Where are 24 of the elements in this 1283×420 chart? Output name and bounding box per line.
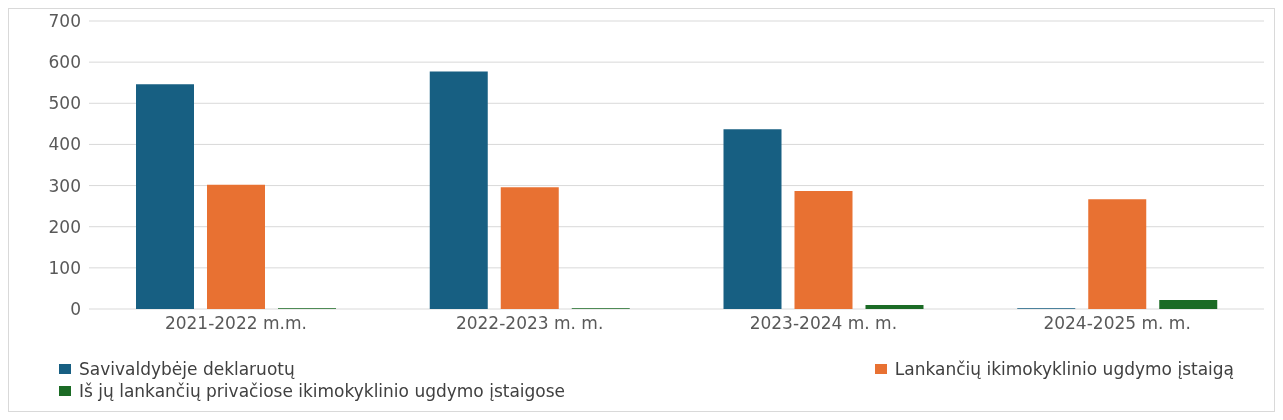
x-tick-label: 2024-2025 m. m. [1043, 313, 1191, 334]
bar [865, 304, 924, 309]
bar [794, 190, 853, 309]
bar [136, 84, 194, 309]
y-tick-label: 100 [48, 257, 81, 278]
bar [207, 184, 265, 309]
y-tick-label: 600 [48, 52, 81, 73]
y-tick-label: 400 [48, 134, 81, 155]
legend-label: Savivaldybėje deklaruotų [79, 359, 295, 379]
legend-label: Lankančių ikimokyklinio ugdymo įstaigą [894, 359, 1234, 379]
bar [1088, 199, 1147, 309]
x-tick-label: 2023-2024 m. m. [749, 313, 898, 334]
x-tick-label: 2022-2023 m. m. [455, 313, 604, 334]
y-tick-label: 500 [48, 93, 81, 114]
y-tick-label: 0 [70, 299, 81, 320]
y-tick-label: 700 [48, 11, 81, 32]
y-tick-label: 200 [48, 216, 81, 237]
x-tick-label: 2021-2022 m.m. [164, 313, 307, 334]
bar [500, 187, 559, 309]
y-tick-label: 300 [48, 175, 81, 196]
bar [1159, 299, 1218, 309]
bar [429, 71, 488, 309]
bar [723, 129, 782, 309]
legend-label: Iš jų lankančių privačiose ikimokyklinio ugdymo įstaigose [79, 381, 566, 401]
